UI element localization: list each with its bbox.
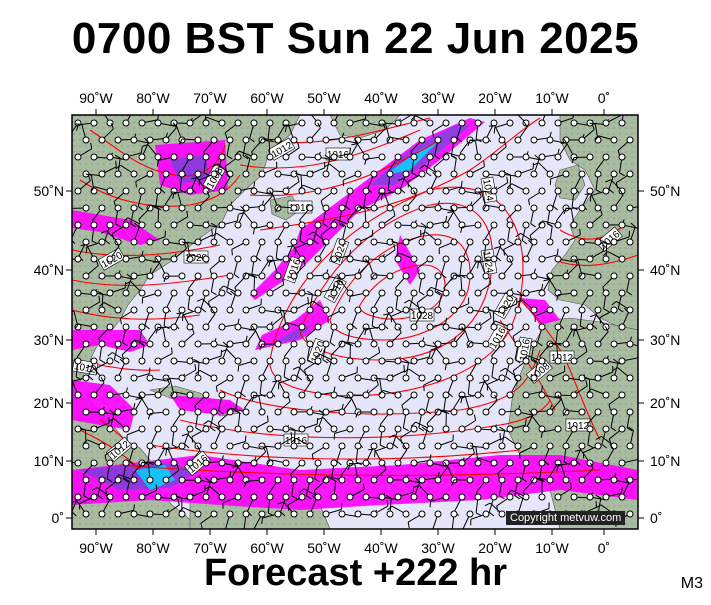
- model-label: M3: [681, 575, 703, 593]
- lat-label-left-40n: 40˚N: [34, 262, 64, 278]
- lat-label-left-10n: 10˚N: [34, 453, 64, 469]
- lon-label-top-30w: 30˚W: [421, 90, 455, 106]
- lat-label-left-50n: 50˚N: [34, 183, 64, 199]
- right-latitude-labels: 50˚N 40˚N 30˚N 20˚N 10˚N 0˚: [650, 183, 680, 526]
- lat-label-right-50n: 50˚N: [650, 183, 680, 199]
- forecast-label: Forecast +222 hr: [0, 552, 711, 595]
- lon-label-top-50w: 50˚W: [307, 90, 341, 106]
- lat-label-right-10n: 10˚N: [650, 453, 680, 469]
- left-latitude-labels: 50˚N 40˚N 30˚N 20˚N 10˚N 0˚: [34, 183, 64, 526]
- lon-label-top-20w: 20˚W: [478, 90, 512, 106]
- lon-label-top-10w: 10˚W: [535, 90, 569, 106]
- lat-label-left-30n: 30˚N: [34, 332, 64, 348]
- lat-label-left-0: 0˚: [52, 510, 64, 526]
- lat-label-right-40n: 40˚N: [650, 262, 680, 278]
- lon-label-top-80w: 80˚W: [136, 90, 170, 106]
- lon-label-top-60w: 60˚W: [250, 90, 284, 106]
- lon-label-top-40w: 40˚W: [364, 90, 398, 106]
- lon-label-top-0: 0˚: [598, 90, 610, 106]
- isobar-label-text: 1012: [551, 353, 574, 364]
- lon-label-top-90w: 90˚W: [79, 90, 113, 106]
- isobar-label: 1012: [566, 419, 590, 432]
- isobar-label-text: 1012: [567, 421, 590, 432]
- lat-label-right-0: 0˚: [650, 510, 662, 526]
- lat-label-right-30n: 30˚N: [650, 332, 680, 348]
- lon-label-top-70w: 70˚W: [193, 90, 227, 106]
- isobar-label: 1012: [550, 351, 574, 364]
- top-longitude-labels: 90˚W 80˚W 70˚W 60˚W 50˚W 40˚W 30˚W 20˚W …: [79, 90, 610, 106]
- copyright-label: Copyright metvuw.com: [506, 511, 625, 525]
- lat-label-left-20n: 20˚N: [34, 395, 64, 411]
- lat-label-right-20n: 20˚N: [650, 395, 680, 411]
